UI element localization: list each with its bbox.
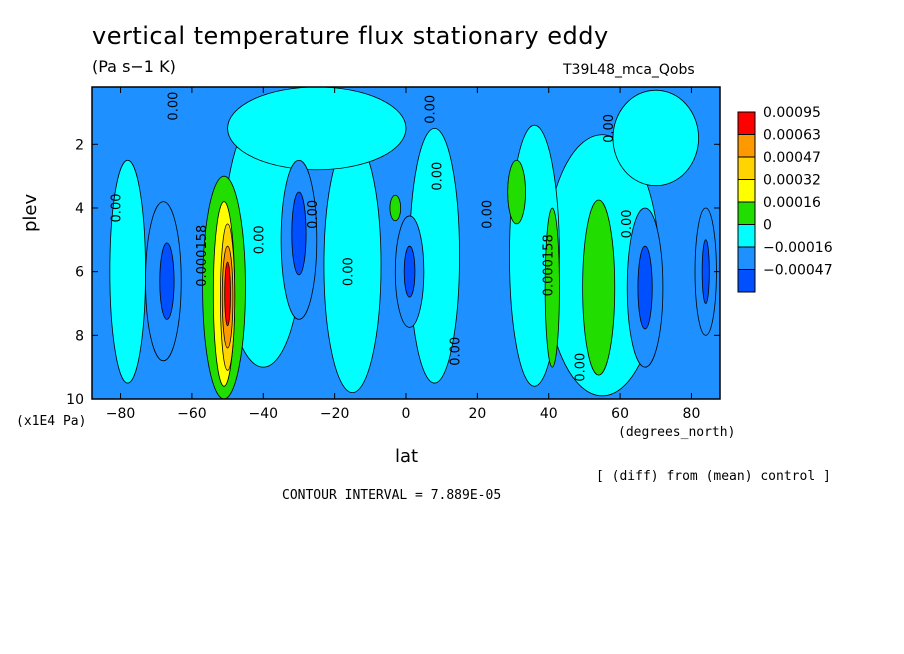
contour-label-6: 0.00 — [252, 225, 267, 254]
contour-label-1: 0.00 — [424, 95, 439, 124]
legend-swatch — [737, 201, 756, 225]
x-tick-label: 0 — [402, 406, 411, 422]
contour-label-2: 0.00 — [602, 114, 617, 143]
contour-label-12: 0.00 — [573, 353, 588, 382]
contour-label-3: 0.00 — [431, 162, 446, 191]
contour-region-17 — [701, 239, 710, 304]
contour-label-8: 0.00 — [341, 257, 356, 286]
legend-label: 0.00032 — [763, 173, 821, 189]
contour-region-4 — [227, 87, 407, 171]
legend-swatch — [737, 111, 756, 135]
contour-labels: 0.00 0.00 0.00 0.00 0.00 0.000158 0.00 0.00 0.00… — [110, 92, 635, 382]
contour-label-13: 0.00 — [620, 209, 635, 238]
y-tick-label: 10 — [66, 392, 84, 408]
x-axis-label: lat — [395, 446, 419, 467]
color-legend: 0.00095 0.00063 0.00047 0.00032 0.00016 0 −0.0… — [737, 105, 833, 293]
legend-swatch — [737, 134, 756, 158]
x-axis-unit: (degrees_north) — [618, 425, 736, 440]
legend-label: 0.00063 — [763, 128, 821, 144]
contour-label-7: 0.00 — [306, 200, 321, 229]
legend-label: 0.00016 — [763, 195, 821, 211]
contour-label-11: 0.00 — [449, 337, 464, 366]
contour-label-9: 0.00 — [481, 200, 496, 229]
contour-label-5: 0.000158 — [195, 225, 210, 287]
y-axis-unit: (x1E4 Pa) — [16, 414, 87, 429]
diff-note: [ (diff) from (mean) control ] — [596, 469, 831, 484]
legend-label: 0.00095 — [763, 105, 821, 121]
contour-label-4: 0.00 — [110, 194, 125, 223]
y-tick-label: 6 — [75, 265, 84, 281]
legend-label: 0 — [763, 218, 772, 234]
contour-region-16 — [637, 245, 653, 330]
x-tick-label: −40 — [248, 406, 278, 422]
x-tick-label: 80 — [683, 406, 701, 422]
legend-label: −0.00047 — [763, 263, 833, 279]
contour-region-13 — [159, 242, 175, 320]
y-tick-label: 8 — [75, 328, 84, 344]
x-tick-label: −20 — [320, 406, 350, 422]
chart-title: vertical temperature flux stationary edd… — [92, 22, 609, 50]
y-tick-label: 2 — [75, 137, 84, 153]
y-axis-ticks: 2 4 6 8 10 — [66, 137, 720, 408]
legend-label: −0.00016 — [763, 240, 833, 256]
contour-region-21 — [507, 159, 526, 225]
legend-swatch — [737, 246, 756, 270]
chart-units: (Pa s−1 K) — [92, 57, 176, 76]
run-label: T39L48_mca_Qobs — [563, 62, 695, 78]
legend-swatch — [737, 224, 756, 248]
contour-region-19 — [544, 207, 560, 368]
contour-region-14 — [291, 191, 307, 276]
x-tick-label: 60 — [611, 406, 629, 422]
contour-label-0: 0.00 — [167, 92, 182, 121]
y-tick-label: 4 — [75, 201, 84, 217]
contour-region-22 — [389, 194, 402, 222]
x-tick-label: −80 — [106, 406, 136, 422]
contour-region-20 — [582, 199, 616, 376]
legend-swatch — [737, 179, 756, 203]
contour-interval: CONTOUR INTERVAL = 7.889E-05 — [282, 488, 502, 503]
x-tick-label: 40 — [540, 406, 558, 422]
contour-fills — [109, 87, 717, 399]
legend-label: 0.00047 — [763, 150, 821, 166]
legend-swatch — [737, 156, 756, 180]
x-tick-label: −60 — [177, 406, 207, 422]
contour-label-10: 0.000158 — [541, 234, 556, 296]
x-axis-ticks: −80 −60 −40 −20 0 20 40 60 80 — [106, 87, 701, 422]
contour-region-7 — [612, 89, 699, 187]
legend-swatch — [737, 269, 756, 293]
contour-region-15 — [403, 245, 416, 298]
contour-region-26 — [224, 261, 231, 327]
x-tick-label: 20 — [468, 406, 486, 422]
